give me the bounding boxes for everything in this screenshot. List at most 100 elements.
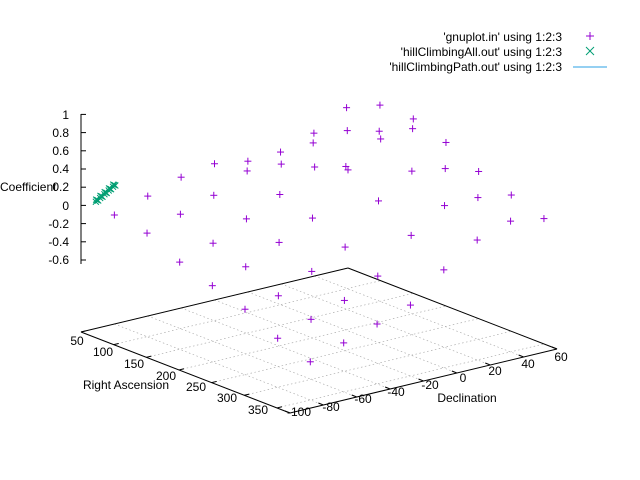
data-point-plus (144, 192, 152, 200)
data-point-plus (374, 272, 382, 280)
data-point-plus (340, 296, 348, 304)
z-tick-label: 1 (62, 108, 69, 122)
z-tick-labels: -0.6 -0.4 -0.2 0 0.2 0.4 0.6 0.8 1 (48, 108, 69, 267)
axes (80, 113, 558, 414)
data-point-plus (208, 282, 216, 290)
y-tick (451, 370, 458, 374)
grid-line (281, 283, 491, 366)
y-tick-label: -40 (387, 385, 405, 399)
data-point-plus (343, 127, 351, 135)
grid-line (276, 343, 545, 409)
data-point-plus (276, 191, 284, 199)
data-point-plus (376, 101, 384, 109)
z-tick-label: 0.4 (52, 162, 69, 176)
data-point-plus (308, 214, 316, 222)
y-tick (318, 402, 324, 406)
grid-line (314, 275, 524, 358)
data-point-plus (177, 173, 185, 181)
floor-edge (347, 267, 558, 350)
y-tick (351, 394, 357, 398)
data-point-plus (242, 215, 250, 223)
data-point-plus (211, 160, 218, 168)
data-point-cross (109, 181, 117, 188)
x-tick (276, 406, 283, 409)
data-point-plus (409, 125, 417, 133)
y-tick-label: -60 (354, 392, 372, 406)
z-tick-label: -0.6 (48, 253, 69, 267)
y-tick-label: -20 (421, 378, 439, 392)
data-point-plus (309, 139, 317, 147)
legend-label: 'hillClimbingAll.out' using 1:2:3 (401, 45, 563, 59)
data-point-plus (375, 197, 382, 205)
y-tick-label: 60 (554, 350, 568, 364)
data-point-plus (242, 263, 250, 271)
y-tick-label: -100 (287, 405, 311, 419)
legend: 'gnuplot.in' using 1:2:3 'hillClimbingAl… (389, 30, 607, 74)
z-tick-label: -0.4 (48, 235, 69, 249)
data-point-plus (507, 217, 515, 225)
data-point-plus (375, 127, 383, 135)
x-tick (146, 355, 152, 358)
data-point-plus (311, 163, 319, 171)
data-point-plus (209, 239, 217, 247)
data-point-plus (377, 135, 385, 143)
legend-marker-cross (585, 46, 595, 56)
x-tick-label: 300 (217, 391, 237, 405)
z-axis-label: Coefficient (0, 180, 57, 194)
data-point-plus (243, 167, 251, 175)
data-point-plus (110, 211, 118, 219)
data-point-plus (306, 358, 314, 366)
series-hill-all (92, 181, 119, 206)
data-point-plus (274, 334, 282, 342)
data-point-plus (442, 138, 450, 146)
data-point-plus (275, 238, 283, 246)
data-point-plus (408, 167, 416, 175)
grid-line (181, 307, 391, 390)
y-tick (384, 386, 391, 390)
data-point-plus (407, 231, 415, 239)
data-point-plus (507, 191, 515, 199)
y-tick-label: 0 (460, 371, 467, 385)
x-tick-label: 200 (156, 369, 176, 383)
grid-line (244, 330, 512, 396)
x-tick-label: 150 (124, 357, 144, 371)
data-point-plus (143, 229, 151, 237)
x-tick-label: 250 (186, 380, 206, 394)
y-tick-label: 20 (488, 364, 502, 378)
grid-line (147, 315, 357, 398)
z-tick-label: 0 (62, 199, 69, 213)
data-point-plus (343, 104, 351, 112)
grid-line (247, 291, 457, 374)
data-point-plus (210, 191, 218, 199)
data-point-plus (277, 160, 285, 168)
data-point-plus (340, 339, 348, 347)
x-tick-label: 50 (70, 334, 84, 348)
grid-line (114, 323, 324, 406)
data-point-plus (308, 267, 316, 275)
series-gnuplot (110, 101, 548, 366)
y-tick-label: -80 (322, 400, 340, 414)
x-axis-line (80, 331, 291, 414)
data-point-plus (241, 305, 249, 313)
y-tick-label: 40 (521, 357, 535, 371)
y-tick (418, 378, 424, 382)
data-point-plus (176, 210, 184, 218)
grid-line (146, 293, 414, 358)
floor-edge (80, 267, 349, 333)
data-point-plus (540, 215, 548, 223)
grid-line (113, 280, 381, 345)
x-tick (178, 368, 185, 371)
x-axis-label: Right Ascension (83, 378, 169, 392)
x-tick (211, 380, 217, 384)
data-point-plus (310, 129, 318, 137)
y-tick (485, 362, 491, 366)
data-point-plus (176, 258, 184, 266)
data-point-plus (409, 115, 417, 123)
x-tick (113, 342, 119, 346)
data-point-plus (441, 202, 449, 210)
x-tick-label: 350 (248, 403, 268, 417)
data-point-plus (441, 165, 449, 173)
y-axis-label: Declination (437, 391, 496, 405)
data-point-plus (473, 236, 481, 244)
